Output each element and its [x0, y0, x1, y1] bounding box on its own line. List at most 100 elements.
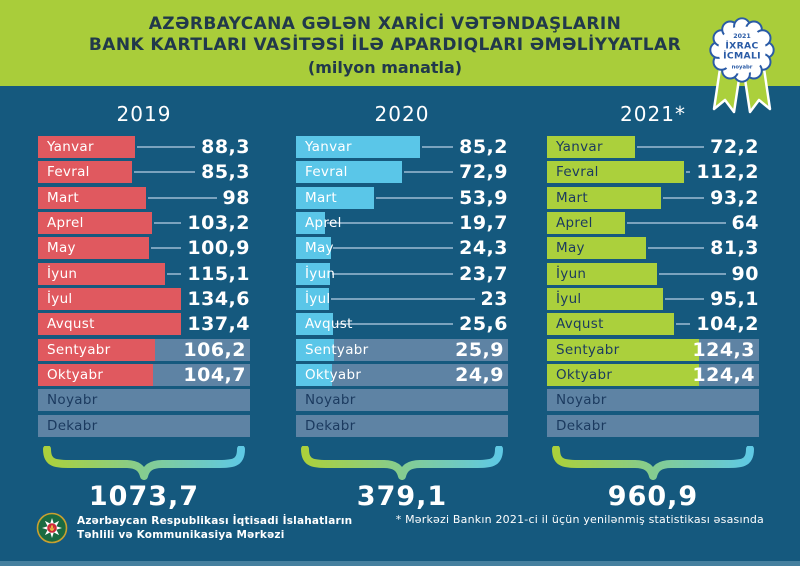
- value-bar: [38, 186, 146, 209]
- source-line-2: Təhlili və Kommunikasiya Mərkəzi: [77, 529, 285, 541]
- value-label: 88,3: [195, 136, 250, 158]
- month-row-2019-noyabr: Noyabr: [38, 389, 250, 412]
- month-label: Noyabr: [47, 392, 98, 409]
- value-bar: [547, 161, 684, 184]
- value-label: 85,3: [195, 161, 250, 184]
- month-label: İyun: [556, 265, 587, 282]
- month-row-2019-yanvar: 88,3 Yanvar: [38, 136, 250, 158]
- value-connector-line: [376, 196, 508, 199]
- value-label: 23,7: [453, 262, 508, 285]
- month-label: Sentyabr: [47, 341, 111, 358]
- month-row-2019-i̇yul: 134,6 İyul: [38, 287, 250, 310]
- month-row-2019-fevral: 85,3 Fevral: [38, 161, 250, 184]
- month-row-2019-aprel: 103,2 Aprel: [38, 211, 250, 234]
- month-label: Fevral: [556, 164, 599, 181]
- empty-month-track: [38, 389, 250, 412]
- month-label: Sentyabr: [556, 341, 620, 358]
- month-label: Noyabr: [556, 392, 607, 409]
- total-2019: 1073,7: [88, 481, 200, 512]
- month-row-2021-fevral: 112,2 Fevral: [547, 161, 759, 184]
- empty-month-track: [296, 363, 508, 386]
- value-connector-line: [147, 196, 250, 199]
- month-label: Yanvar: [305, 139, 352, 155]
- value-bar: [296, 313, 334, 336]
- month-row-2019-avqust: 137,4 Avqust: [38, 313, 250, 336]
- total-2020: 379,1: [356, 481, 448, 512]
- month-row-2020-mart: 53,9 Mart: [296, 186, 508, 209]
- value-bar: [296, 136, 420, 158]
- month-label: Mart: [556, 189, 588, 206]
- month-label: Dekabr: [47, 417, 98, 434]
- value-connector-line: [137, 146, 250, 148]
- value-label: 98: [216, 186, 250, 209]
- month-row-2021-i̇yul: 95,1 İyul: [547, 287, 759, 310]
- value-connector-line: [335, 323, 508, 326]
- value-connector-line: [333, 247, 508, 250]
- value-label: 100,9: [181, 237, 250, 260]
- ixrac-icmali-badge: 2021 İXRAC İCMALI noyabr: [709, 17, 775, 83]
- value-bar: [38, 136, 136, 158]
- value-label: 25,6: [453, 313, 508, 336]
- month-label: Oktyabr: [47, 366, 104, 383]
- value-label: 103,2: [181, 211, 250, 234]
- empty-month-track: [38, 414, 250, 437]
- empty-month-track: [296, 389, 508, 412]
- month-row-2020-i̇yun: 23,7 İyun: [296, 262, 508, 285]
- bars-2020: 85,2 Yanvar 72,9 Fevral 53,9 Mart 19,7 Aprel 24,…: [296, 136, 508, 440]
- value-bar: [38, 313, 190, 336]
- value-bar: [547, 287, 664, 310]
- value-label: 137,4: [181, 313, 250, 336]
- month-row-2019-i̇yun: 115,1 İyun: [38, 262, 250, 285]
- value-connector-line: [658, 272, 759, 275]
- value-connector-line: [133, 171, 250, 174]
- value-bar: [547, 363, 699, 386]
- bottom-edge-strip: [0, 561, 800, 566]
- value-label: 115,1: [181, 262, 250, 285]
- month-label: İyun: [47, 265, 78, 282]
- month-row-2020-avqust: 25,6 Avqust: [296, 313, 508, 336]
- value-label: 24,3: [453, 237, 508, 260]
- month-row-2020-noyabr: Noyabr: [296, 389, 508, 412]
- badge-year: 2021: [733, 33, 750, 40]
- empty-month-track: [547, 414, 759, 437]
- month-label: May: [305, 240, 334, 257]
- value-connector-line: [331, 297, 508, 300]
- value-bar: [38, 262, 165, 285]
- month-row-2021-dekabr: Dekabr: [547, 414, 759, 437]
- month-label: Aprel: [556, 214, 593, 231]
- month-label: May: [47, 240, 76, 257]
- value-bar: [547, 262, 657, 285]
- month-row-2020-aprel: 19,7 Aprel: [296, 211, 508, 234]
- month-row-2021-aprel: 64 Aprel: [547, 211, 759, 234]
- month-label: Avqust: [47, 316, 95, 333]
- value-label: 72,2: [704, 136, 759, 158]
- value-connector-line: [648, 247, 759, 250]
- value-bar: [547, 211, 626, 234]
- month-row-2020-oktyabr: 24,9 Oktyabr: [296, 363, 508, 386]
- brace-2020: [301, 446, 503, 480]
- month-row-2020-fevral: 72,9 Fevral: [296, 161, 508, 184]
- month-label: Mart: [305, 189, 337, 206]
- value-label: 124,3: [692, 338, 755, 361]
- month-label: İyul: [305, 290, 331, 307]
- column-2020: 2020 85,2 Yanvar 72,9 Fevral 53,9 Mart 19,7 Apr…: [296, 102, 508, 512]
- value-connector-line: [332, 272, 508, 275]
- value-connector-line: [326, 221, 508, 224]
- month-row-2021-mart: 93,2 Mart: [547, 186, 759, 209]
- value-label: 124,4: [692, 363, 755, 386]
- badge-title-line1: İXRAC: [725, 41, 758, 52]
- empty-month-track: [296, 414, 508, 437]
- month-label: Fevral: [47, 164, 90, 181]
- value-bar: [296, 186, 375, 209]
- footnote: * Mərkəzi Bankın 2021-ci il üçün yenilən…: [395, 513, 764, 526]
- total-2021: 960,9: [607, 481, 699, 512]
- value-bar: [296, 161, 402, 184]
- value-label: 19,7: [453, 211, 508, 234]
- value-label: 106,2: [183, 338, 246, 361]
- month-label: Aprel: [305, 214, 342, 231]
- month-row-2020-i̇yul: 23 İyul: [296, 287, 508, 310]
- value-bar: [296, 338, 334, 361]
- column-header-2019: 2019: [116, 102, 172, 126]
- month-label: Yanvar: [556, 139, 603, 155]
- value-label: 85,2: [453, 136, 508, 158]
